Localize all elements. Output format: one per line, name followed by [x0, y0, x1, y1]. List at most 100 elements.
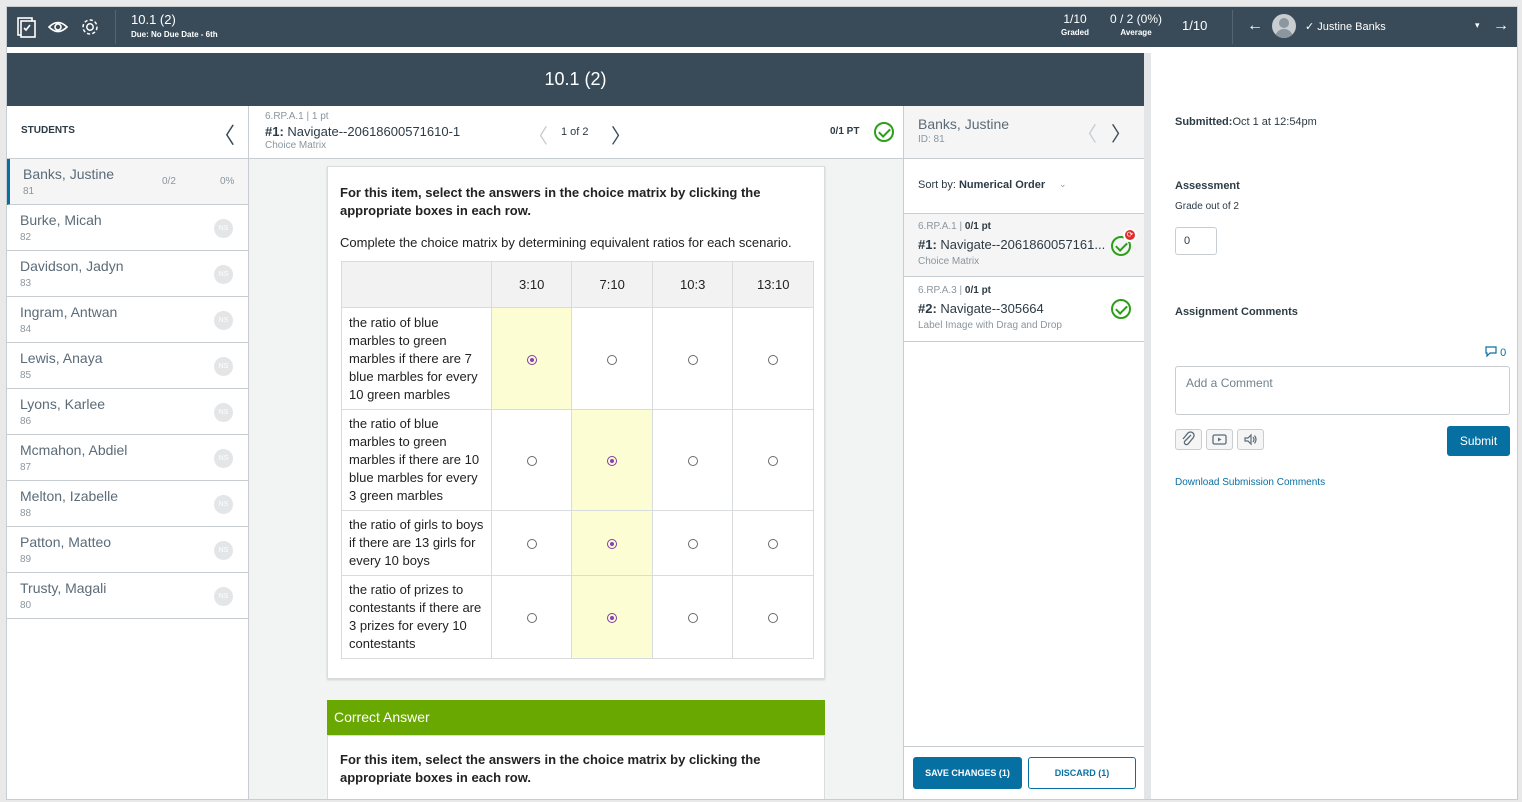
grade-out-of: Grade out of 2	[1175, 201, 1239, 212]
matrix-cell[interactable]	[490, 575, 573, 659]
media-button[interactable]	[1206, 429, 1233, 450]
download-comments-link[interactable]: Download Submission Comments	[1175, 477, 1326, 488]
radio-button[interactable]	[607, 354, 618, 365]
matrix-cell[interactable]	[571, 409, 653, 511]
next-question-icon[interactable]: 〉	[611, 126, 631, 148]
student-id: 87	[20, 462, 32, 473]
student-id: 85	[20, 370, 32, 381]
submit-comment-button[interactable]: Submit	[1447, 426, 1510, 456]
matrix-cell[interactable]	[732, 575, 814, 659]
matrix-cell[interactable]	[571, 307, 653, 410]
matrix-cell[interactable]	[651, 307, 734, 410]
paperclip-icon	[1182, 431, 1195, 446]
grade-input[interactable]	[1175, 227, 1217, 255]
radio-button[interactable]	[687, 456, 698, 467]
assignment-icon[interactable]	[15, 16, 37, 38]
matrix-cell[interactable]	[732, 307, 814, 410]
student-id: 83	[20, 278, 32, 289]
student-id: 84	[20, 324, 32, 335]
next-student-icon[interactable]: 〉	[1111, 124, 1131, 146]
check-circle-icon	[874, 122, 894, 142]
matrix-cell[interactable]	[651, 510, 734, 576]
not-submitted-badge: NS	[214, 587, 233, 606]
student-row[interactable]: Burke, Micah 82 NS	[7, 205, 248, 251]
student-row[interactable]: Mcmahon, Abdiel 87 NS	[7, 435, 248, 481]
discard-button[interactable]: DISCARD (1)	[1028, 757, 1136, 789]
radio-button[interactable]	[768, 613, 779, 624]
radio-button[interactable]	[687, 613, 698, 624]
gear-icon[interactable]	[79, 16, 101, 38]
prev-student-arrow-icon[interactable]: ←	[1247, 17, 1263, 34]
not-submitted-badge: NS	[214, 265, 233, 284]
average-stat: 0 / 2 (0%) Average	[1107, 12, 1165, 37]
student-select[interactable]: ✓ Justine Banks	[1305, 21, 1386, 33]
question-list-item[interactable]: 6.RP.A.3 | 0/1 pt #2: Navigate--305664 L…	[904, 278, 1144, 342]
assessment-label: Assessment	[1175, 180, 1240, 192]
radio-button[interactable]	[687, 354, 698, 365]
student-row[interactable]: Lyons, Karlee 86 NS	[7, 389, 248, 435]
question-list-header: Banks, Justine ID: 81 〈 〉	[904, 106, 1144, 159]
eye-icon[interactable]	[47, 16, 69, 38]
prev-student-icon[interactable]: 〈	[1077, 124, 1097, 146]
radio-button[interactable]	[526, 456, 537, 467]
due-date: Due: No Due Date - 6th	[131, 30, 218, 39]
item-card: For this item, select the answers in the…	[327, 166, 825, 679]
student-id: ID: 81	[918, 134, 945, 145]
save-changes-button[interactable]: SAVE CHANGES (1)	[913, 757, 1022, 789]
student-pager: 1/10	[1182, 18, 1208, 33]
prev-question-icon[interactable]: 〈	[528, 126, 548, 148]
student-name: Trusty, Magali	[20, 580, 107, 596]
matrix-cell[interactable]	[490, 307, 573, 410]
audio-button[interactable]	[1237, 429, 1264, 450]
student-row[interactable]: Trusty, Magali 80 NS	[7, 573, 248, 619]
matrix-cell[interactable]	[732, 510, 814, 576]
top-header: 10.1 (2) Due: No Due Date - 6th 1/10 Gra…	[7, 7, 1517, 47]
avatar	[1272, 14, 1296, 38]
radio-button[interactable]	[607, 456, 618, 467]
radio-button[interactable]	[768, 539, 779, 550]
student-name: Burke, Micah	[20, 212, 102, 228]
radio-button[interactable]	[768, 456, 779, 467]
radio-button[interactable]	[687, 539, 698, 550]
matrix-cell[interactable]	[651, 409, 734, 511]
matrix-cell[interactable]	[571, 510, 653, 576]
radio-button[interactable]	[526, 613, 537, 624]
not-submitted-badge: NS	[214, 449, 233, 468]
collapse-panel-icon[interactable]: 〈	[213, 123, 236, 148]
matrix-column-header: 10:3	[651, 261, 734, 308]
next-student-arrow-icon[interactable]: →	[1493, 17, 1509, 34]
radio-button[interactable]	[526, 354, 537, 365]
sort-dropdown[interactable]: Sort by: Numerical Order	[918, 179, 1045, 191]
matrix-cell[interactable]	[490, 409, 573, 511]
student-row[interactable]: Melton, Izabelle 88 NS	[7, 481, 248, 527]
matrix-cell[interactable]	[490, 510, 573, 576]
radio-button[interactable]	[526, 539, 537, 550]
student-id: 88	[20, 508, 32, 519]
sort-label: Sort by:	[918, 179, 956, 191]
student-row[interactable]: Patton, Matteo 89 NS	[7, 527, 248, 573]
matrix-cell[interactable]	[651, 575, 734, 659]
comment-count[interactable]: 0	[1485, 346, 1506, 359]
not-submitted-badge: NS	[214, 357, 233, 376]
item-prompt: Complete the choice matrix by determinin…	[340, 235, 792, 250]
chevron-down-icon[interactable]: ⌄	[1059, 179, 1067, 189]
graded-stat: 1/10 Graded	[1060, 12, 1090, 37]
student-name: Lyons, Karlee	[20, 396, 106, 412]
radio-button[interactable]	[607, 613, 618, 624]
student-name: Ingram, Antwan	[20, 304, 118, 320]
comment-input[interactable]	[1175, 366, 1510, 415]
matrix-cell[interactable]	[732, 409, 814, 511]
student-row[interactable]: Ingram, Antwan 84 NS	[7, 297, 248, 343]
radio-button[interactable]	[768, 354, 779, 365]
student-row[interactable]: Banks, Justine 81 0/2 0%	[7, 159, 248, 205]
question-list-panel: Banks, Justine ID: 81 〈 〉 Sort by: Numer…	[903, 106, 1144, 799]
attachment-button[interactable]	[1175, 429, 1202, 450]
not-submitted-badge: NS	[214, 403, 233, 422]
student-row[interactable]: Lewis, Anaya 85 NS	[7, 343, 248, 389]
radio-button[interactable]	[607, 539, 618, 550]
student-row[interactable]: Davidson, Jadyn 83 NS	[7, 251, 248, 297]
chevron-down-icon[interactable]: ▾	[1475, 20, 1480, 30]
question-list-item[interactable]: 6.RP.A.1 | 0/1 pt #1: Navigate--20618600…	[904, 213, 1144, 277]
question-standard: 6.RP.A.3 | 0/1 pt	[918, 285, 992, 296]
matrix-cell[interactable]	[571, 575, 653, 659]
